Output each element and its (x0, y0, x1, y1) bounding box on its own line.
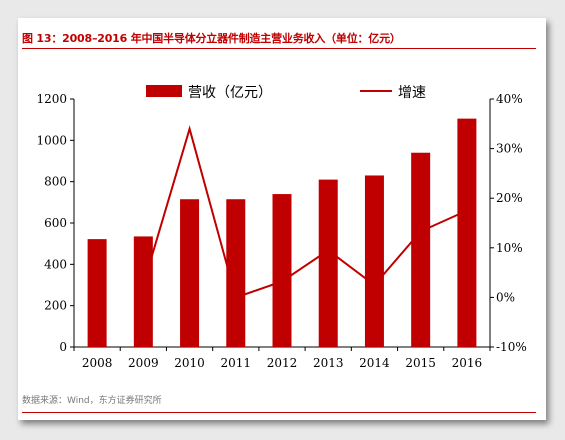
x-tick-label: 2010 (174, 356, 205, 370)
legend-bar-label: 营收（亿元） (188, 85, 272, 101)
revenue-bar (272, 194, 292, 347)
left-tick-label: 1000 (36, 133, 67, 147)
right-tick-label: 10% (496, 241, 523, 255)
x-tick-label: 2008 (82, 356, 113, 370)
x-tick-label: 2011 (221, 356, 252, 370)
right-tick-label: 20% (496, 191, 523, 205)
left-tick-label: 600 (44, 216, 67, 230)
x-tick-label: 2012 (267, 356, 298, 370)
source-divider (22, 412, 536, 413)
x-tick-label: 2014 (359, 356, 390, 370)
left-tick-label: 400 (44, 257, 67, 271)
revenue-bar (133, 236, 153, 347)
right-tick-label: 30% (496, 142, 523, 156)
revenue-bar (87, 239, 107, 347)
revenue-bar (411, 152, 431, 347)
right-tick-label: -10% (496, 340, 527, 354)
x-tick-label: 2009 (128, 356, 159, 370)
revenue-bar (457, 118, 477, 347)
left-tick-label: 200 (44, 299, 67, 313)
legend-bar-swatch (146, 85, 182, 97)
x-tick-label: 2013 (313, 356, 344, 370)
revenue-bar (180, 199, 200, 347)
left-tick-label: 0 (59, 340, 67, 354)
left-tick-label: 1200 (36, 92, 67, 106)
x-tick-label: 2016 (452, 356, 483, 370)
left-tick-label: 800 (44, 175, 67, 189)
growth-line (142, 125, 468, 299)
x-tick-label: 2015 (405, 356, 436, 370)
chart-title: 图 13：2008–2016 年中国半导体分立器件制造主营业务收入（单位：亿元） (22, 32, 401, 45)
right-tick-label: 0% (496, 290, 515, 304)
source-note: 数据来源：Wind，东方证券研究所 (22, 396, 162, 406)
revenue-bar (364, 175, 384, 347)
right-tick-label: 40% (496, 92, 523, 106)
revenue-bar (318, 179, 338, 347)
title-divider (22, 48, 536, 49)
revenue-bar (226, 199, 246, 347)
legend-line-label: 增速 (398, 85, 426, 101)
